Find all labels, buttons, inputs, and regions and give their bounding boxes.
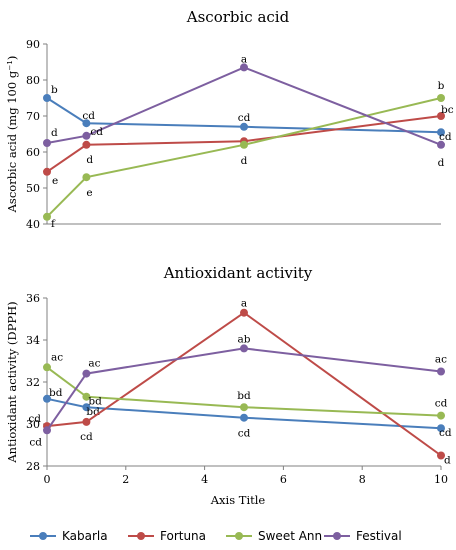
- legend-label: Fortuna: [160, 529, 206, 543]
- significance-label: f: [51, 218, 56, 230]
- data-point: [240, 308, 248, 317]
- series-line: [46, 347, 442, 431]
- data-point: [82, 119, 91, 128]
- data-point: [437, 451, 445, 460]
- significance-label: bd: [88, 396, 102, 408]
- significance-label: bc: [441, 104, 454, 116]
- x-tick-label: 2: [122, 473, 129, 486]
- significance-label: ac: [88, 358, 100, 370]
- significance-label: ab: [238, 333, 251, 345]
- significance-label: e: [52, 175, 58, 187]
- significance-label: d: [241, 155, 248, 167]
- legend-label: Sweet Ann: [258, 529, 322, 543]
- x-tick-label: 8: [359, 473, 366, 486]
- significance-label: cd: [439, 131, 452, 143]
- y-axis-label: Ascorbic acid (mg 100 g⁻¹): [5, 56, 19, 214]
- data-point: [437, 424, 445, 433]
- series-line: [46, 66, 442, 146]
- y-axis-label: Antioxidant activity (DPPH): [5, 301, 19, 463]
- legend-label: Festival: [356, 529, 402, 543]
- data-point: [437, 411, 445, 420]
- x-axis-label: Axis Title: [210, 493, 266, 507]
- data-point: [82, 369, 91, 378]
- significance-label: ac: [435, 354, 447, 366]
- data-point: [43, 167, 51, 176]
- data-point: [43, 394, 51, 403]
- significance-label: cd: [435, 398, 448, 410]
- data-point: [240, 63, 248, 72]
- data-point: [437, 367, 445, 376]
- legend-marker: [39, 532, 47, 540]
- data-point: [82, 417, 91, 426]
- significance-label: e: [86, 187, 92, 199]
- significance-label: d: [51, 127, 58, 139]
- x-tick-label: 4: [201, 473, 208, 486]
- significance-label: cd: [28, 413, 41, 425]
- significance-label: ac: [51, 351, 63, 363]
- significance-label: cd: [238, 428, 251, 440]
- data-point: [82, 140, 91, 149]
- data-point: [43, 212, 51, 221]
- x-tick-label: 6: [280, 473, 287, 486]
- series-line: [46, 311, 442, 457]
- data-point: [82, 403, 91, 412]
- legend-marker: [137, 532, 145, 540]
- data-point: [43, 94, 51, 102]
- significance-label: a: [241, 53, 247, 65]
- y-tick-label: 80: [26, 74, 40, 87]
- y-tick-label: 32: [26, 376, 40, 389]
- significance-label: cd: [80, 431, 93, 443]
- y-tick-label: 60: [26, 146, 40, 159]
- data-point: [82, 131, 91, 140]
- significance-label: b: [438, 80, 445, 92]
- significance-label: cd: [439, 427, 452, 439]
- chart-title: Ascorbic acid: [186, 8, 290, 26]
- significance-label: bd: [237, 390, 251, 402]
- data-point: [43, 139, 51, 147]
- significance-label: a: [241, 298, 247, 310]
- chart-title: Antioxidant activity: [163, 264, 313, 282]
- data-point: [240, 122, 248, 131]
- y-tick-label: 50: [26, 182, 40, 195]
- data-point: [437, 140, 445, 149]
- data-point: [82, 392, 91, 401]
- series-line: [46, 97, 442, 218]
- data-point: [437, 94, 445, 102]
- legend-marker: [333, 532, 341, 540]
- y-tick-label: 90: [26, 38, 40, 51]
- series-line: [46, 366, 442, 417]
- legend-label: Kabarla: [62, 529, 108, 543]
- y-tick-label: 70: [26, 110, 40, 123]
- significance-label: cd: [238, 112, 251, 124]
- significance-label: d: [86, 154, 93, 166]
- x-tick-label: 0: [44, 473, 51, 486]
- y-tick-label: 40: [26, 218, 40, 231]
- significance-label: b: [51, 84, 58, 96]
- series-line: [46, 115, 442, 173]
- data-point: [240, 413, 248, 422]
- y-tick-label: 36: [26, 292, 40, 305]
- significance-label: d: [438, 157, 445, 169]
- y-tick-label: 34: [26, 334, 40, 347]
- significance-label: cd: [29, 436, 42, 448]
- data-point: [43, 363, 51, 372]
- legend-marker: [235, 532, 243, 540]
- data-point: [240, 140, 248, 149]
- significance-label: cd: [90, 126, 103, 138]
- data-point: [82, 173, 91, 182]
- significance-label: d: [444, 455, 451, 467]
- y-tick-label: 30: [26, 418, 40, 431]
- data-point: [437, 128, 445, 137]
- data-point: [43, 426, 51, 435]
- significance-label: cd: [82, 110, 95, 122]
- x-tick-label: 10: [434, 473, 448, 486]
- significance-label: bd: [49, 387, 63, 399]
- data-point: [240, 403, 248, 412]
- data-point: [240, 344, 248, 353]
- data-point: [437, 112, 445, 120]
- y-tick-label: 28: [26, 460, 40, 473]
